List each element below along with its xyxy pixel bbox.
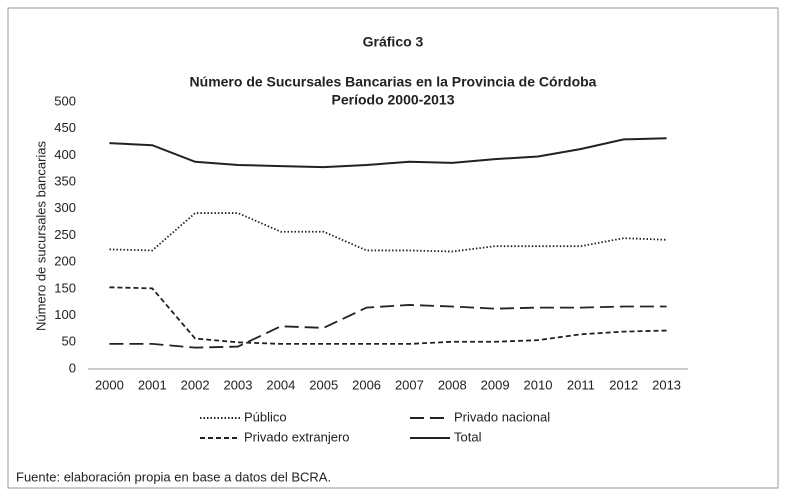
y-tick-label: 300 xyxy=(54,200,76,215)
x-tick-label: 2002 xyxy=(181,377,210,392)
x-tick-label: 2004 xyxy=(266,377,295,392)
x-tick-label: 2008 xyxy=(438,377,467,392)
series-line xyxy=(109,286,667,345)
y-tick-label: 50 xyxy=(62,334,76,349)
source-note: Fuente: elaboración propia en base a dat… xyxy=(16,469,331,484)
x-tick-label: 2006 xyxy=(352,377,381,392)
x-tick-label: 2011 xyxy=(567,377,595,392)
y-tick-label: 450 xyxy=(54,120,76,135)
x-tick-label: 2001 xyxy=(138,377,167,392)
y-tick-label: 200 xyxy=(54,254,76,269)
x-tick-label: 2007 xyxy=(395,377,424,392)
series-line xyxy=(109,304,667,349)
y-tick-label: 100 xyxy=(54,307,76,322)
legend-label: Público xyxy=(244,409,287,424)
y-tick-label: 350 xyxy=(54,174,76,189)
x-tick-label: 2000 xyxy=(95,377,124,392)
legend-label: Privado nacional xyxy=(454,409,550,424)
x-tick-label: 2013 xyxy=(652,377,681,392)
y-tick-label: 500 xyxy=(54,93,76,108)
series-line xyxy=(109,137,667,169)
x-tick-label: 2003 xyxy=(224,377,253,392)
y-tick-label: 250 xyxy=(54,227,76,242)
x-tick-label: 2009 xyxy=(481,377,510,392)
x-tick-label: 2005 xyxy=(309,377,338,392)
y-tick-label: 0 xyxy=(69,360,76,375)
legend-label: Total xyxy=(454,429,482,444)
y-tick-label: 400 xyxy=(54,147,76,162)
figure-label: Gráfico 3 xyxy=(363,34,424,50)
legend-label: Privado extranjero xyxy=(244,429,350,444)
x-tick-label: 2012 xyxy=(609,377,638,392)
y-tick-label: 150 xyxy=(54,280,76,295)
frame xyxy=(7,7,779,489)
chart-subtitle: Período 2000-2013 xyxy=(332,92,455,108)
y-axis-label: Número de sucursales bancarias xyxy=(33,140,48,331)
chart-title: Número de Sucursales Bancarias en la Pro… xyxy=(190,74,597,90)
x-tick-label: 2010 xyxy=(524,377,553,392)
